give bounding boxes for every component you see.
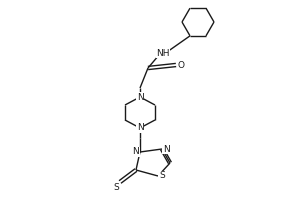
Text: N: N [136,123,143,132]
Text: S: S [159,171,165,180]
Text: N: N [163,144,170,154]
Text: N: N [136,92,143,102]
Text: S: S [113,182,119,192]
Text: NH: NH [156,48,170,58]
Text: N: N [132,148,139,156]
Text: O: O [178,60,184,70]
